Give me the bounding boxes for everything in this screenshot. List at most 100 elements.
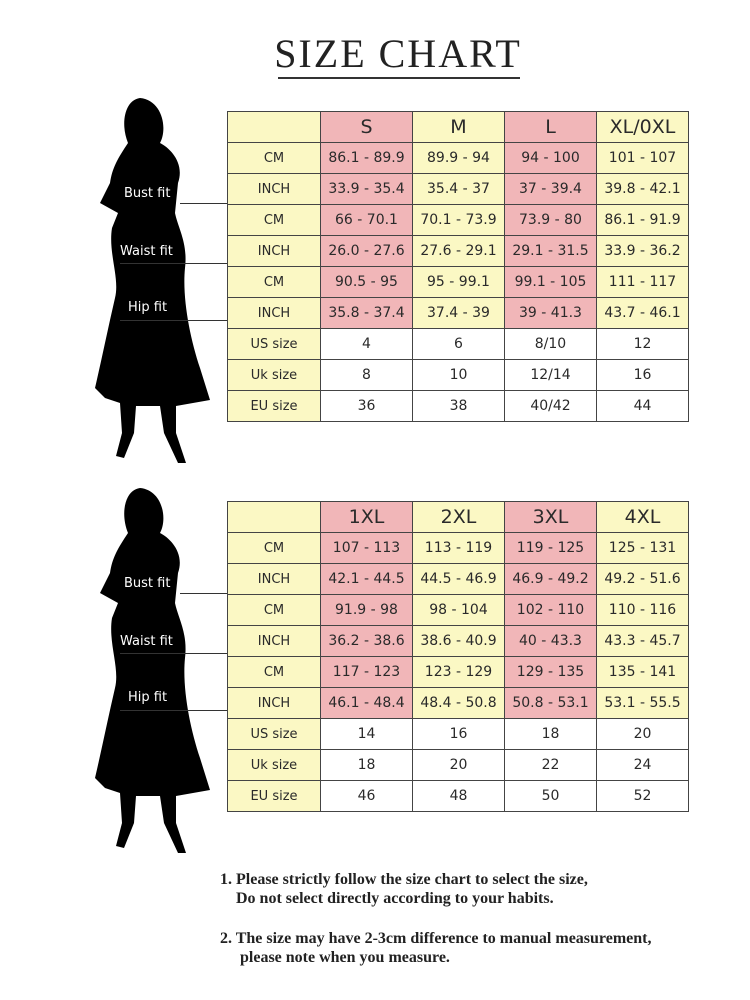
table-cell: 49.2 - 51.6 xyxy=(596,563,689,595)
table-row: INCH 33.9 - 35.4 35.4 - 37 37 - 39.4 39.8 - … xyxy=(227,173,689,205)
woman-silhouette-icon xyxy=(95,98,210,463)
table-cell: 16 xyxy=(596,359,689,391)
table-cell: 123 - 129 xyxy=(412,656,505,688)
table-row: EU size 46 48 50 52 xyxy=(227,780,689,812)
table-row: CM 86.1 - 89.9 89.9 - 94 94 - 100 101 - 107 xyxy=(227,142,689,174)
hip-fit-label: Hip fit xyxy=(128,300,168,315)
table-cell: 94 - 100 xyxy=(504,142,597,174)
note-1-line-2: Do not select directly according to your… xyxy=(236,890,554,907)
row-label: CM xyxy=(227,656,321,688)
table-cell: 10 xyxy=(412,359,505,391)
table-cell: 12/14 xyxy=(504,359,597,391)
corner-cell xyxy=(227,501,321,533)
table-cell: 46.9 - 49.2 xyxy=(504,563,597,595)
table-cell: 4 xyxy=(320,328,413,360)
note-1-line-1: 1. Please strictly follow the size chart… xyxy=(220,871,588,888)
row-label: CM xyxy=(227,594,321,626)
table-cell: 129 - 135 xyxy=(504,656,597,688)
title-underline xyxy=(278,77,520,79)
table-cell: 36.2 - 38.6 xyxy=(320,625,413,657)
table-cell: 35.8 - 37.4 xyxy=(320,297,413,329)
waist-fit-line xyxy=(120,653,227,654)
table-cell: 20 xyxy=(596,718,689,750)
table-cell: 43.3 - 45.7 xyxy=(596,625,689,657)
size-header: L xyxy=(504,111,597,143)
size-header: 2XL xyxy=(412,501,505,533)
table-cell: 8 xyxy=(320,359,413,391)
size-table-2: 1XL 2XL 3XL 4XL CM 107 - 113 113 - 119 119 - 12… xyxy=(227,501,689,812)
table-cell: 90.5 - 95 xyxy=(320,266,413,298)
table-cell: 16 xyxy=(412,718,505,750)
table-cell: 86.1 - 91.9 xyxy=(596,204,689,236)
table-cell: 89.9 - 94 xyxy=(412,142,505,174)
table-cell: 70.1 - 73.9 xyxy=(412,204,505,236)
table-cell: 14 xyxy=(320,718,413,750)
table-row: EU size 36 38 40/42 44 xyxy=(227,390,689,422)
table-row: CM 107 - 113 113 - 119 119 - 125 125 - 131 xyxy=(227,532,689,564)
table-cell: 39.8 - 42.1 xyxy=(596,173,689,205)
table-cell: 35.4 - 37 xyxy=(412,173,505,205)
table-cell: 113 - 119 xyxy=(412,532,505,564)
table-cell: 119 - 125 xyxy=(504,532,597,564)
header-row: S M L XL/0XL xyxy=(227,111,689,143)
hip-fit-line xyxy=(120,320,227,321)
row-label: INCH xyxy=(227,625,321,657)
table-cell: 29.1 - 31.5 xyxy=(504,235,597,267)
table-row: CM 91.9 - 98 98 - 104 102 - 110 110 - 116 xyxy=(227,594,689,626)
table-cell: 22 xyxy=(504,749,597,781)
table-cell: 99.1 - 105 xyxy=(504,266,597,298)
size-table-1: S M L XL/0XL CM 86.1 - 89.9 89.9 - 94 94 - 100 1… xyxy=(227,111,689,422)
table-row: INCH 46.1 - 48.4 48.4 - 50.8 50.8 - 53.1 53.… xyxy=(227,687,689,719)
table-cell: 66 - 70.1 xyxy=(320,204,413,236)
size-header: 1XL xyxy=(320,501,413,533)
table-cell: 102 - 110 xyxy=(504,594,597,626)
table-cell: 48.4 - 50.8 xyxy=(412,687,505,719)
row-label: CM xyxy=(227,204,321,236)
table-cell: 125 - 131 xyxy=(596,532,689,564)
row-label: CM xyxy=(227,142,321,174)
table-cell: 20 xyxy=(412,749,505,781)
size-header: M xyxy=(412,111,505,143)
bust-fit-line xyxy=(180,593,227,594)
waist-fit-line xyxy=(120,263,227,264)
table-cell: 33.9 - 35.4 xyxy=(320,173,413,205)
table-cell: 48 xyxy=(412,780,505,812)
table-cell: 50 xyxy=(504,780,597,812)
table-cell: 43.7 - 46.1 xyxy=(596,297,689,329)
table-cell: 110 - 116 xyxy=(596,594,689,626)
row-label: CM xyxy=(227,532,321,564)
woman-silhouette-icon xyxy=(95,488,210,853)
table-cell: 24 xyxy=(596,749,689,781)
row-label: US size xyxy=(227,718,321,750)
header-row: 1XL 2XL 3XL 4XL xyxy=(227,501,689,533)
table-cell: 6 xyxy=(412,328,505,360)
table-cell: 37 - 39.4 xyxy=(504,173,597,205)
table-cell: 8/10 xyxy=(504,328,597,360)
table-row: INCH 26.0 - 27.6 27.6 - 29.1 29.1 - 31.5 33.… xyxy=(227,235,689,267)
table-cell: 73.9 - 80 xyxy=(504,204,597,236)
table-cell: 111 - 117 xyxy=(596,266,689,298)
row-label: INCH xyxy=(227,235,321,267)
note-2-line-2: please note when you measure. xyxy=(240,949,450,966)
page-title: SIZE CHART xyxy=(274,31,522,76)
table-cell: 40 - 43.3 xyxy=(504,625,597,657)
table-row: Uk size 18 20 22 24 xyxy=(227,749,689,781)
size-header: S xyxy=(320,111,413,143)
table-cell: 107 - 113 xyxy=(320,532,413,564)
table-cell: 40/42 xyxy=(504,390,597,422)
bust-fit-line xyxy=(180,203,227,204)
row-label: US size xyxy=(227,328,321,360)
table-cell: 135 - 141 xyxy=(596,656,689,688)
size-header: 4XL xyxy=(596,501,689,533)
table-cell: 12 xyxy=(596,328,689,360)
table-cell: 46 xyxy=(320,780,413,812)
table-cell: 98 - 104 xyxy=(412,594,505,626)
table-cell: 18 xyxy=(504,718,597,750)
row-label: Uk size xyxy=(227,359,321,391)
table-row: INCH 36.2 - 38.6 38.6 - 40.9 40 - 43.3 43.3 … xyxy=(227,625,689,657)
table-cell: 44.5 - 46.9 xyxy=(412,563,505,595)
size-header: 3XL xyxy=(504,501,597,533)
note-2: 2. The size may have 2-3cm difference to… xyxy=(220,929,651,967)
row-label: INCH xyxy=(227,563,321,595)
table-row: INCH 42.1 - 44.5 44.5 - 46.9 46.9 - 49.2 49.… xyxy=(227,563,689,595)
